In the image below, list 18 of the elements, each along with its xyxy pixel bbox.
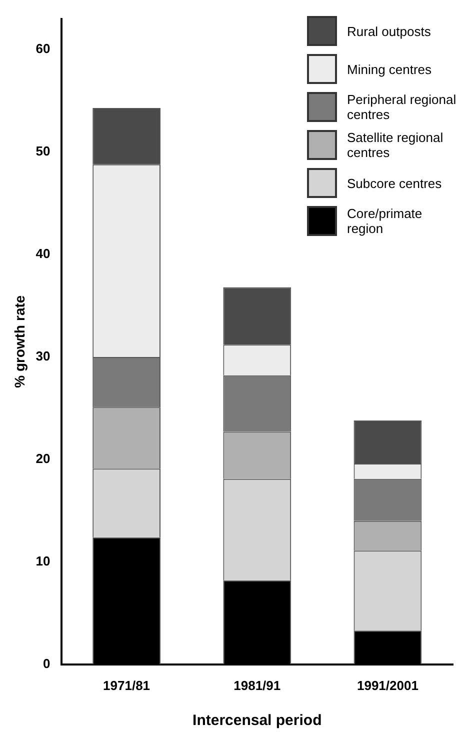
y-axis-title: % growth rate [11,295,28,388]
x-tick-label: 1971/81 [103,678,150,693]
x-axis-title: Intercensal period [192,712,322,730]
legend-label: Subcore centres [347,176,442,190]
y-tick-label: 20 [36,451,50,466]
y-tick-label: 60 [36,41,50,56]
y-tick-label: 10 [36,554,50,568]
x-tick-label: 1991/2001 [356,678,418,693]
legend-label: Peripheral regional centres [347,92,457,122]
y-tick-label: 40 [36,246,50,262]
x-tick-label: 1981/91 [234,678,281,693]
legend-label: Satellite regional centres [347,130,444,160]
legend-label: Core/primate region [347,206,424,236]
legend-label: Mining centres [347,62,432,76]
legend-label: Rural outposts [347,24,431,38]
y-tick-label: 0 [43,656,50,671]
y-tick-label: 50 [36,144,50,159]
y-tick-label: 30 [36,348,50,364]
